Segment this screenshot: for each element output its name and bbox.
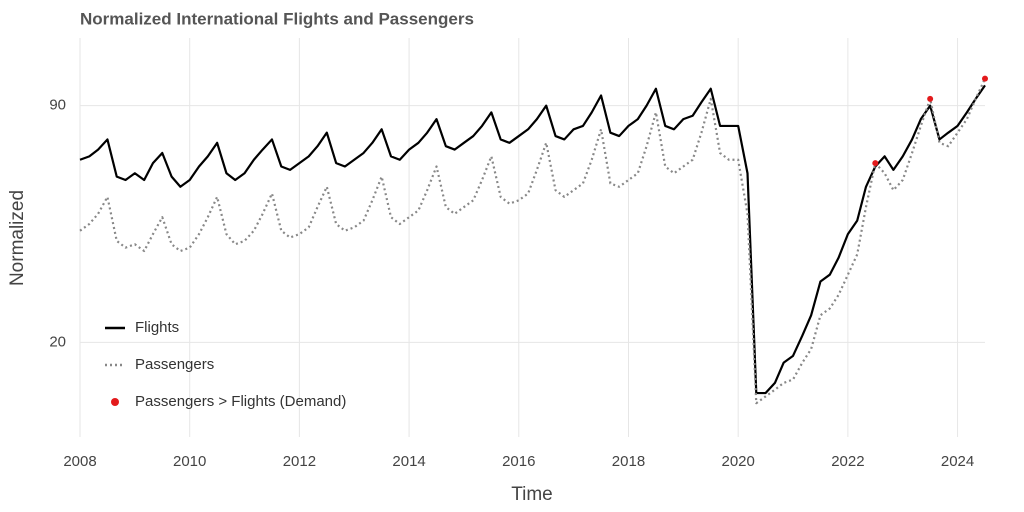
x-axis-label: Time — [511, 484, 553, 505]
x-tick-label: 2012 — [283, 453, 316, 470]
demand-point — [872, 160, 879, 167]
x-tick-label: 2014 — [392, 453, 425, 470]
demand-point — [982, 75, 988, 82]
x-tick-label: 2010 — [173, 453, 206, 470]
x-tick-label: 2020 — [721, 453, 754, 470]
x-tick-label: 2022 — [831, 453, 864, 470]
legend-label: Flights — [135, 319, 179, 336]
x-tick-label: 2008 — [63, 453, 96, 470]
demand-point — [927, 95, 934, 102]
legend-label: Passengers > Flights (Demand) — [135, 393, 346, 410]
x-tick-label: 2024 — [941, 453, 974, 470]
y-tick-label: 90 — [49, 97, 66, 114]
legend-swatch — [111, 398, 119, 406]
y-tick-label: 20 — [49, 333, 66, 350]
series-line — [79, 84, 986, 395]
chart-title: Normalized International Flights and Pas… — [80, 9, 474, 28]
legend-label: Passengers — [135, 356, 214, 373]
x-tick-label: 2016 — [502, 453, 535, 470]
x-tick-label: 2018 — [612, 453, 645, 470]
series-line — [79, 78, 986, 405]
y-axis-label: Normalized — [7, 190, 28, 286]
